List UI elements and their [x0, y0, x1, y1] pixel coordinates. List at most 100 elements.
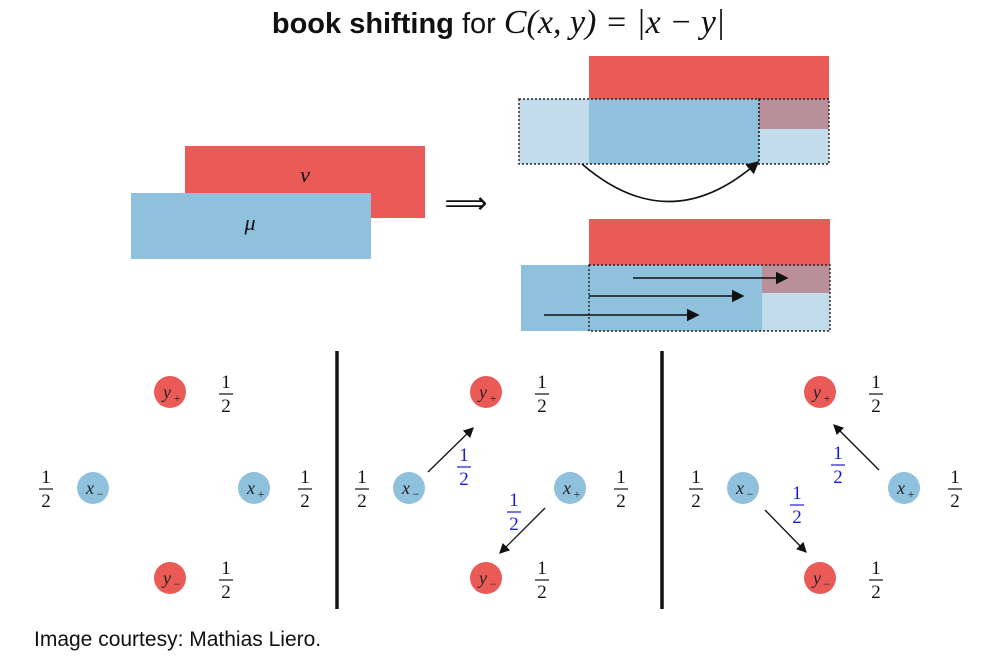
- panel-1-y-minus-node-label: y: [161, 568, 171, 588]
- straight-outline: [588, 264, 831, 332]
- implies-arrow: ⟹: [444, 186, 487, 221]
- panel-3-x-plus-node-circle: [888, 472, 920, 504]
- panel-2-y-plus-mass-denominator: 2: [537, 396, 547, 417]
- panel-1-x-plus-node-label: x: [246, 478, 255, 498]
- panel-3-y-minus-mass-numerator: 1: [871, 558, 881, 579]
- panel-2-y-plus-node: y +: [470, 376, 502, 408]
- panel-2-x-minus-mass: 12: [355, 467, 369, 512]
- mu-block: [131, 193, 371, 259]
- panel-3-x-minus-node-subscript: −: [747, 487, 754, 501]
- panel-3-y-plus-node-circle: [804, 376, 836, 408]
- panel-1-y-minus-mass-denominator: 2: [221, 582, 231, 603]
- panel-2-y-plus-node-circle: [470, 376, 502, 408]
- panel-1-x-minus-node: x −: [77, 472, 109, 504]
- panel-2-y-minus-mass-numerator: 1: [537, 558, 547, 579]
- panel-1-y-plus-node-label: y: [161, 382, 171, 402]
- panel-3-x-plus-node: x +: [888, 472, 920, 504]
- panel-2-y-minus-node: y −: [470, 562, 502, 594]
- panel-2-flow-mass-upper-numerator: 1: [459, 445, 469, 466]
- curved-shift-panel: [518, 56, 830, 203]
- panel-3-x-plus-mass-numerator: 1: [950, 467, 960, 488]
- panel-1-y-plus-mass-denominator: 2: [221, 396, 231, 417]
- panel-1-x-minus-mass: 12: [39, 467, 53, 512]
- panel-2-y-plus-node-subscript: +: [490, 391, 497, 405]
- panel-2-flow-mass-upper-denominator: 2: [459, 469, 469, 490]
- curved-blue-main: [589, 99, 759, 164]
- panel-3-flow-mass-lower: 12: [790, 483, 804, 528]
- panel-3-y-plus-mass: 12: [869, 372, 883, 417]
- panel-3-x-minus-mass-numerator: 1: [691, 467, 701, 488]
- panel-1-x-minus-node-subscript: −: [97, 487, 104, 501]
- straight-shift-panel: [521, 219, 831, 332]
- panel-2-x-plus-node-label: x: [562, 478, 571, 498]
- panel-2-y-plus-mass-numerator: 1: [537, 372, 547, 393]
- panel-3-y-plus-node-subscript: +: [824, 391, 831, 405]
- panel-3-y-minus-node-subscript: −: [824, 577, 831, 591]
- mu-label: μ: [243, 210, 255, 235]
- panel-2-flow-mass-lower: 12: [507, 490, 521, 535]
- panel-1-y-minus-mass: 12: [219, 558, 233, 603]
- panel-2-flow-mass-upper: 12: [457, 445, 471, 490]
- panel-1-y-plus-mass-numerator: 1: [221, 372, 231, 393]
- panel-2-y-minus-node-label: y: [477, 568, 487, 588]
- panel-2-x-minus-node: x −: [393, 472, 425, 504]
- panel-3-flow-mass-lower-numerator: 1: [792, 483, 802, 504]
- diagram-title: book shifting for C(x, y) = |x − y|: [0, 4, 997, 42]
- panel-3-x-minus-mass: 12: [689, 467, 703, 512]
- panel-3-x-minus-node-label: x: [735, 478, 744, 498]
- panel-1-y-minus-mass-numerator: 1: [221, 558, 231, 579]
- straight-blue-main: [521, 265, 762, 331]
- curved-light-left: [519, 99, 589, 164]
- panel-2-x-plus-mass-denominator: 2: [616, 491, 626, 512]
- straight-overlap: [762, 265, 830, 293]
- panel-1-x-plus-mass-numerator: 1: [300, 467, 310, 488]
- panel-2-x-minus-node-circle: [393, 472, 425, 504]
- straight-red-block: [589, 219, 830, 265]
- curved-red-block: [589, 56, 829, 99]
- panel-3-x-minus-mass-denominator: 2: [691, 491, 701, 512]
- panel-2-x-minus-node-label: x: [401, 478, 410, 498]
- panel-2-y-plus-node-label: y: [477, 382, 487, 402]
- panel-1-x-minus-node-circle: [77, 472, 109, 504]
- panel-3-flow-mass-upper: 12: [831, 443, 845, 488]
- panel-2-x-plus-mass: 12: [614, 467, 628, 512]
- panel-3-x-minus-node: x −: [727, 472, 759, 504]
- panel-3-flow-mass-lower-denominator: 2: [792, 507, 802, 528]
- panel-3-y-plus-mass-denominator: 2: [871, 396, 881, 417]
- panel-2-flow-mass-lower-numerator: 1: [509, 490, 519, 511]
- panel-3-flow-mass-upper-denominator: 2: [833, 467, 843, 488]
- panel-1-x-minus-mass-numerator: 1: [41, 467, 51, 488]
- panel-1-y-minus-node-circle: [154, 562, 186, 594]
- panel-1-x-plus-mass-denominator: 2: [300, 491, 310, 512]
- panel-2-x-plus-node: x +: [554, 472, 586, 504]
- panel-3-y-minus-node: y −: [804, 562, 836, 594]
- panel-2-x-plus-node-subscript: +: [574, 487, 581, 501]
- panel-1-y-plus-node-circle: [154, 376, 186, 408]
- panel-1-y-plus-node-subscript: +: [174, 391, 181, 405]
- panel-1-x-plus-mass: 12: [298, 467, 312, 512]
- panel-2-y-minus-mass: 12: [535, 558, 549, 603]
- panel-3-y-minus-mass: 12: [869, 558, 883, 603]
- panel-3-x-plus-node-subscript: +: [908, 487, 915, 501]
- panel-3-x-minus-node-circle: [727, 472, 759, 504]
- panel-1-x-plus-node-subscript: +: [258, 487, 265, 501]
- curved-outline-right: [758, 98, 830, 165]
- panel-1-y-plus-node: y +: [154, 376, 186, 408]
- curved-light-right: [759, 129, 829, 164]
- panel-3-y-plus-node-label: y: [811, 382, 821, 402]
- panel-2-x-minus-mass-denominator: 2: [357, 491, 367, 512]
- panel-1-y-minus-node-subscript: −: [174, 577, 181, 591]
- panel-2-y-minus-mass-denominator: 2: [537, 582, 547, 603]
- panel-2-x-minus-node-subscript: −: [413, 487, 420, 501]
- title-formula: C(x, y) = |x − y|: [503, 4, 726, 41]
- panel-2-arrow-x-minus-to-y-plus: [427, 427, 474, 473]
- panel-2-y-minus-node-circle: [470, 562, 502, 594]
- title-text: for: [461, 8, 496, 40]
- panel-2-x-minus-mass-numerator: 1: [357, 467, 367, 488]
- panel-3-y-plus-node: y +: [804, 376, 836, 408]
- panel-3-y-minus-node-label: y: [811, 568, 821, 588]
- panel-1-y-minus-node: y −: [154, 562, 186, 594]
- panel-3-flow-mass-upper-numerator: 1: [833, 443, 843, 464]
